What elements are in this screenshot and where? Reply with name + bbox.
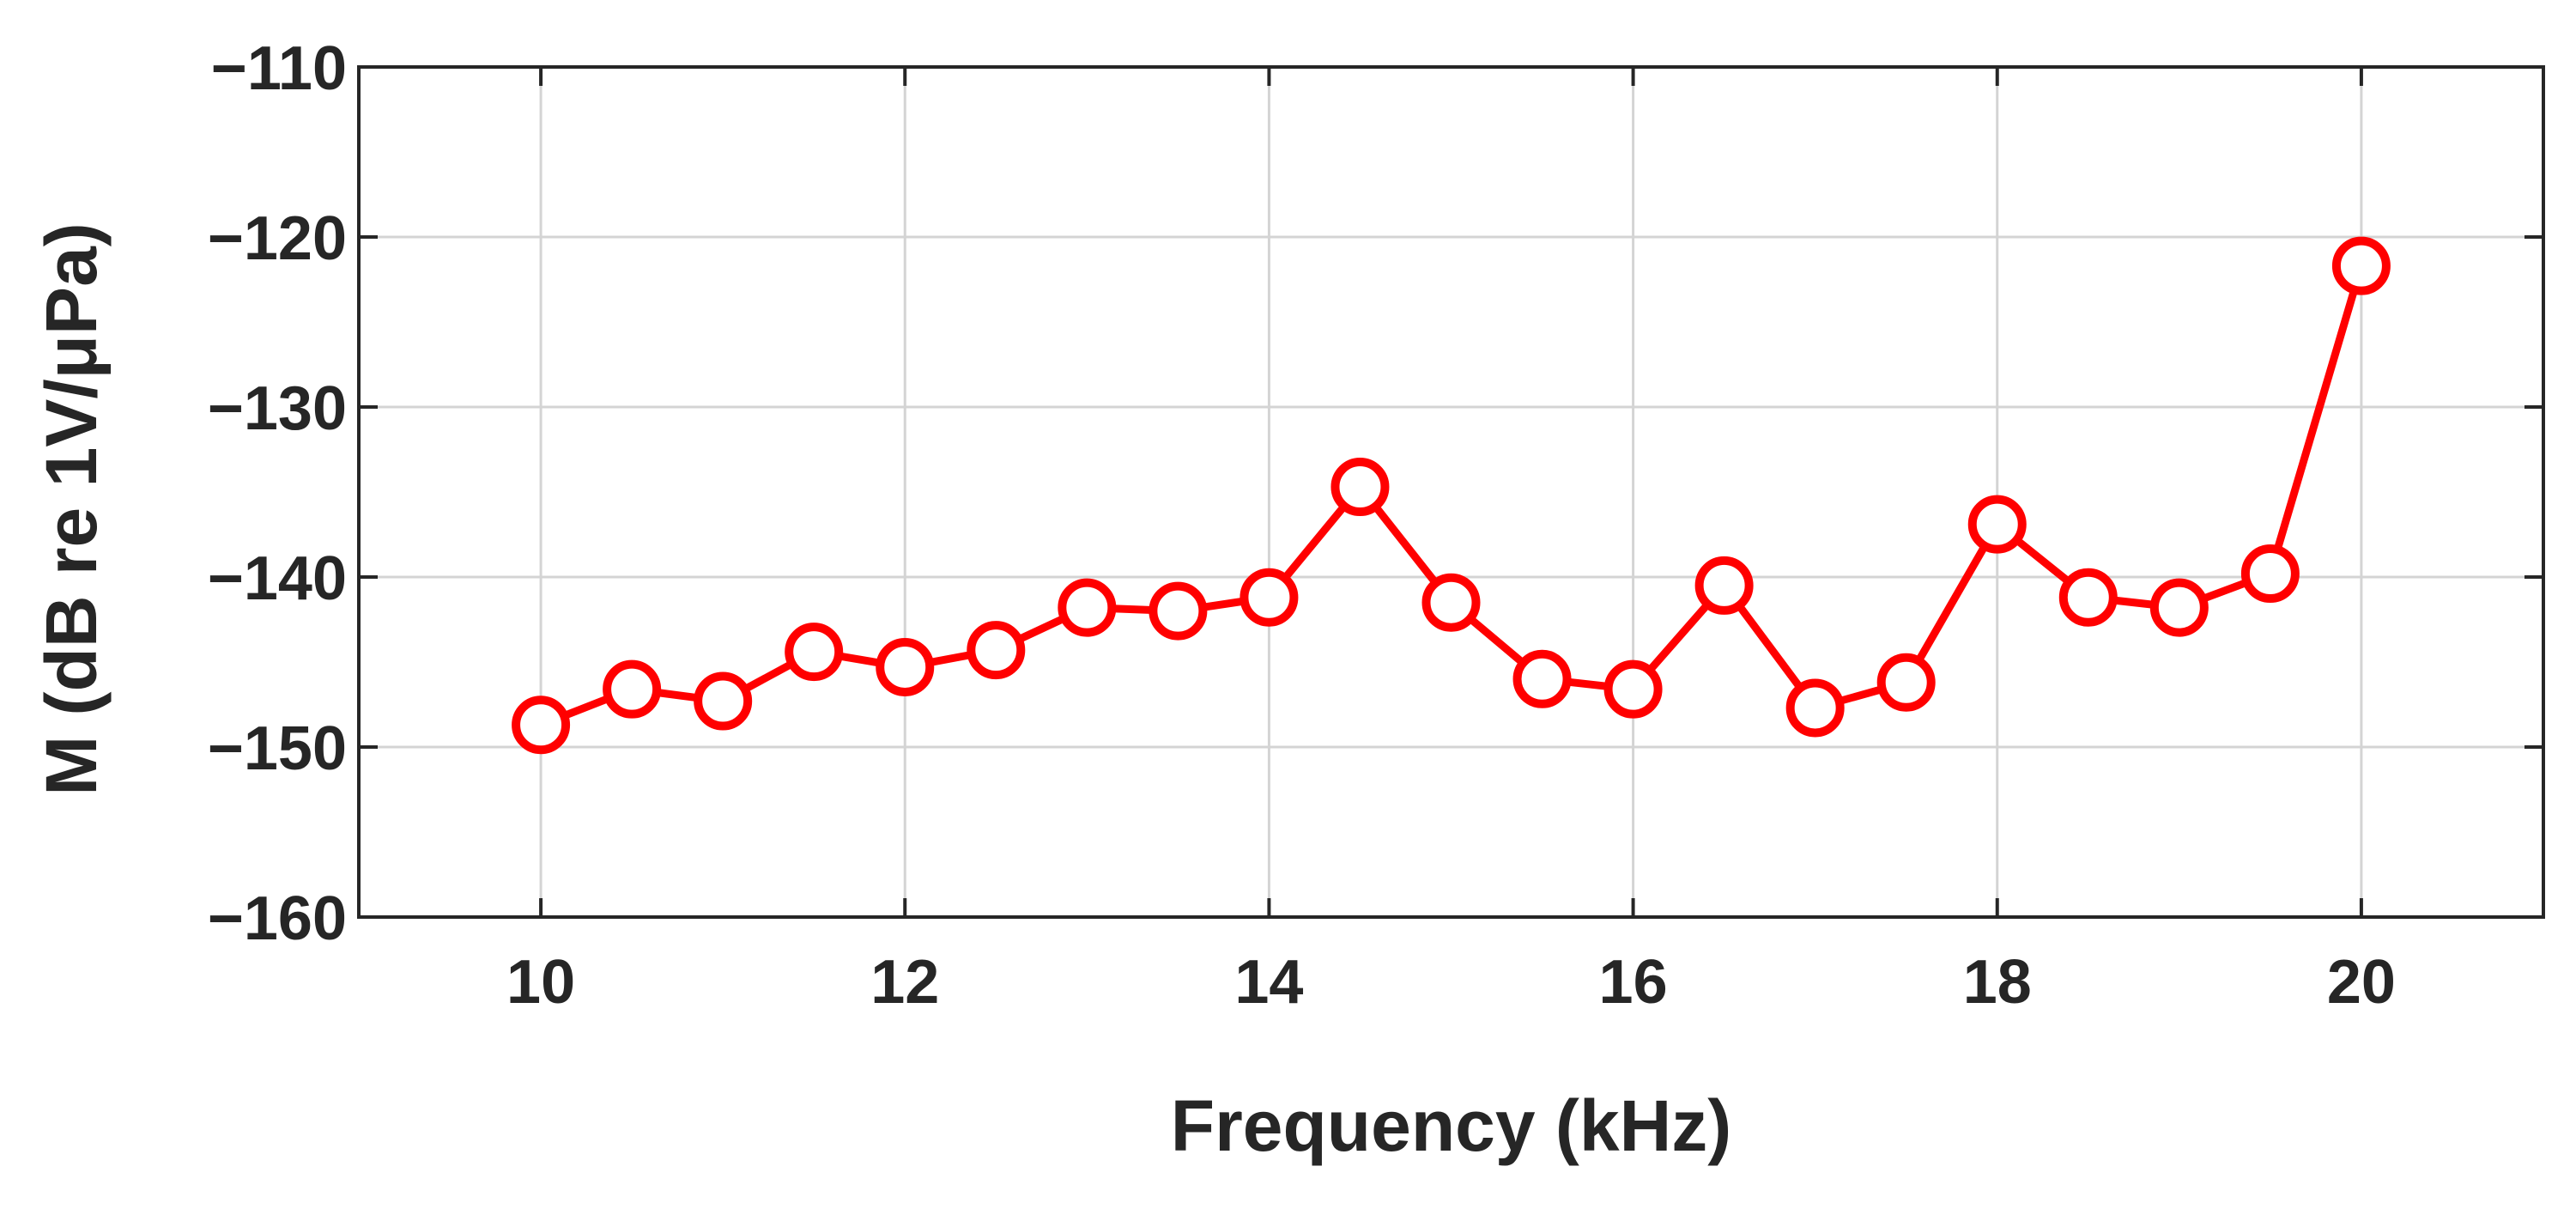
data-point bbox=[967, 621, 1026, 680]
x-axis-title: Frequency (kHz) bbox=[1171, 1085, 1731, 1166]
y-tick-label: −120 bbox=[208, 204, 347, 273]
x-tick-label: 20 bbox=[2327, 948, 2396, 1017]
y-tick-label: −110 bbox=[211, 34, 347, 103]
data-point bbox=[2058, 568, 2118, 627]
x-tick-label: 14 bbox=[1234, 948, 1303, 1017]
data-point bbox=[1421, 573, 1481, 632]
data-point bbox=[1785, 678, 1845, 738]
plot-area-frame bbox=[357, 65, 2545, 919]
series-markers bbox=[512, 236, 2391, 755]
y-axis-title: M (dB re 1V/μPa) bbox=[31, 222, 112, 796]
data-point bbox=[1694, 556, 1754, 615]
grid bbox=[359, 65, 2543, 919]
data-point bbox=[2149, 578, 2209, 637]
x-tick-label: 12 bbox=[870, 948, 939, 1017]
data-point bbox=[1058, 578, 1117, 637]
data-point bbox=[694, 671, 753, 731]
y-tick-labels: −160 −150 −140 −130 −120 −110 bbox=[208, 34, 347, 953]
data-point bbox=[2240, 544, 2300, 604]
data-point bbox=[1603, 659, 1663, 719]
data-point bbox=[1876, 653, 1936, 712]
y-tick-label: −130 bbox=[208, 374, 347, 443]
data-point bbox=[1512, 649, 1572, 708]
data-point bbox=[785, 623, 844, 682]
tick-marks bbox=[359, 65, 2543, 919]
x-tick-label: 16 bbox=[1599, 948, 1668, 1017]
x-tick-label: 10 bbox=[506, 948, 575, 1017]
x-tick-labels: 10 12 14 16 18 20 bbox=[506, 948, 2396, 1017]
y-tick-label: −150 bbox=[208, 714, 347, 783]
y-tick-label: −140 bbox=[208, 544, 347, 613]
data-point bbox=[1330, 458, 1390, 517]
y-tick-label: −160 bbox=[208, 884, 347, 953]
data-point bbox=[512, 696, 571, 755]
x-tick-label: 18 bbox=[1963, 948, 2032, 1017]
data-point bbox=[2331, 236, 2391, 295]
data-point bbox=[876, 637, 935, 696]
data-point bbox=[1967, 495, 2027, 554]
data-point bbox=[1240, 568, 1299, 627]
data-point bbox=[1149, 581, 1208, 641]
data-point bbox=[603, 659, 662, 719]
